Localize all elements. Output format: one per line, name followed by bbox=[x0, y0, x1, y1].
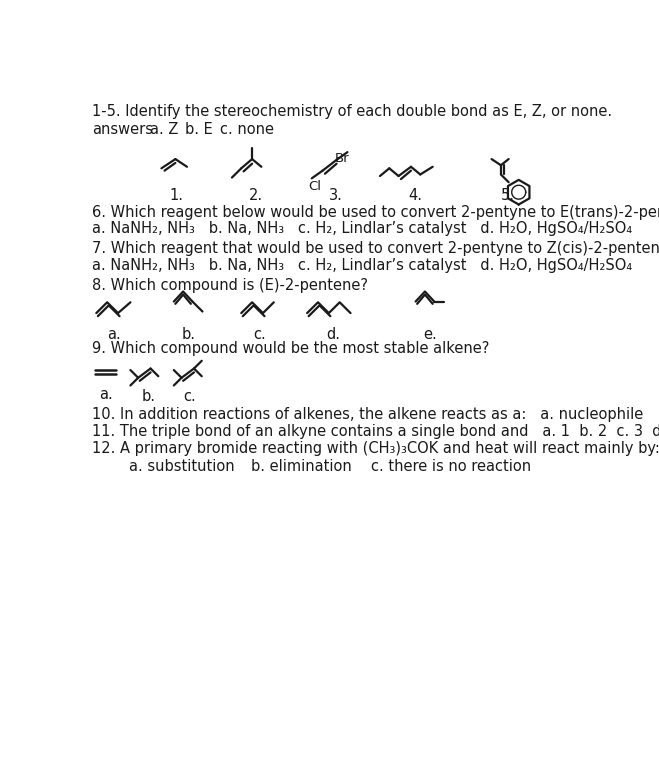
Text: 12. A primary bromide reacting with (CH₃)₃COK and heat will react mainly by:: 12. A primary bromide reacting with (CH₃… bbox=[92, 441, 659, 456]
Text: b.: b. bbox=[141, 390, 156, 404]
Text: b.: b. bbox=[182, 327, 196, 342]
Text: 9. Which compound would be the most stable alkene?: 9. Which compound would be the most stab… bbox=[92, 341, 489, 356]
Text: c.: c. bbox=[253, 327, 266, 342]
Text: b. elimination: b. elimination bbox=[251, 460, 352, 474]
Text: 6. Which reagent below would be used to convert 2-pentyne to E(trans)-2-pentene?: 6. Which reagent below would be used to … bbox=[92, 205, 659, 220]
Text: 8. Which compound is (E)-2-pentene?: 8. Which compound is (E)-2-pentene? bbox=[92, 278, 368, 293]
Text: 5.: 5. bbox=[501, 187, 515, 202]
Text: a. NaNH₂, NH₃   b. Na, NH₃   c. H₂, Lindlar’s catalyst   d. H₂O, HgSO₄/H₂SO₄: a. NaNH₂, NH₃ b. Na, NH₃ c. H₂, Lindlar’… bbox=[92, 221, 632, 237]
Text: a. Z: a. Z bbox=[150, 122, 178, 137]
Text: a. substitution: a. substitution bbox=[129, 460, 235, 474]
Text: 1-5. Identify the stereochemistry of each double bond as E, Z, or none.: 1-5. Identify the stereochemistry of eac… bbox=[92, 103, 612, 119]
Text: c.: c. bbox=[183, 390, 196, 404]
Text: answers: answers bbox=[92, 122, 153, 137]
Text: 11. The triple bond of an alkyne contains a single bond and   a. 1  b. 2  c. 3  : 11. The triple bond of an alkyne contain… bbox=[92, 424, 659, 439]
Text: a. NaNH₂, NH₃   b. Na, NH₃   c. H₂, Lindlar’s catalyst   d. H₂O, HgSO₄/H₂SO₄: a. NaNH₂, NH₃ b. Na, NH₃ c. H₂, Lindlar’… bbox=[92, 258, 632, 272]
Text: c. there is no reaction: c. there is no reaction bbox=[370, 460, 530, 474]
Text: Cl: Cl bbox=[308, 180, 322, 193]
Text: Br: Br bbox=[335, 152, 350, 165]
Text: b. E: b. E bbox=[185, 122, 214, 137]
Text: c. none: c. none bbox=[220, 122, 274, 137]
Text: 4.: 4. bbox=[408, 187, 422, 202]
Text: 10. In addition reactions of alkenes, the alkene reacts as a:   a. nucleophile  : 10. In addition reactions of alkenes, th… bbox=[92, 407, 659, 422]
Text: 7. Which reagent that would be used to convert 2-pentyne to Z(cis)-2-pentene.: 7. Which reagent that would be used to c… bbox=[92, 241, 659, 256]
Text: 3.: 3. bbox=[329, 187, 343, 202]
Text: a.: a. bbox=[107, 327, 121, 342]
Text: a.: a. bbox=[100, 387, 113, 402]
Text: 2.: 2. bbox=[249, 187, 263, 202]
Text: d.: d. bbox=[326, 327, 341, 342]
Text: 1.: 1. bbox=[169, 187, 183, 202]
Text: e.: e. bbox=[423, 327, 437, 342]
